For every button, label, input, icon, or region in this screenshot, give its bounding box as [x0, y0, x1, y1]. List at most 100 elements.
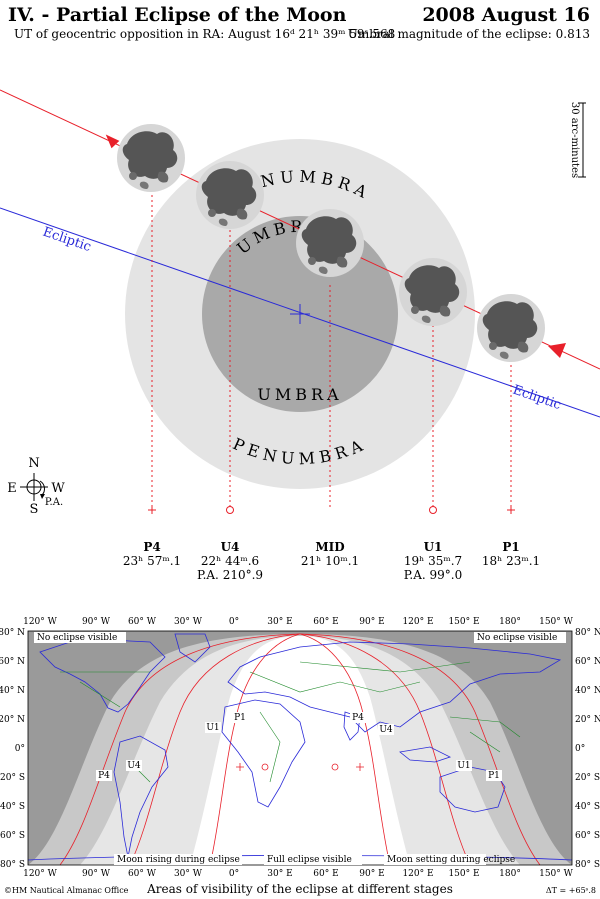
curve-label: P1 [488, 771, 500, 781]
contact-time: 23ʰ 57ᵐ.1 [123, 554, 181, 568]
lon-label: 90° W [82, 869, 111, 879]
contact-time: 22ʰ 44ᵐ.6 [201, 554, 259, 568]
contact-labels: P4 23ʰ 57ᵐ.1 U4 22ʰ 44ᵐ.6 P.A. 210°.9 MI… [123, 540, 540, 582]
lon-label: 90° E [359, 869, 384, 879]
scale-label: 30 arc-minutes [569, 102, 580, 178]
lon-label: 30° E [267, 869, 292, 879]
moon-p4 [117, 124, 185, 192]
no-eclipse-right-label: No eclipse visible [477, 633, 557, 643]
lon-label: 180° [499, 617, 521, 627]
lat-label: 80° N [0, 628, 25, 638]
label-bg [264, 854, 362, 865]
lon-label: 150° E [448, 869, 479, 879]
lat-label: 60° S [0, 831, 25, 841]
map-contact-markers [236, 763, 364, 771]
full-eclipse-label: Full eclipse visible [267, 855, 352, 865]
lon-label: 120° W [23, 617, 58, 627]
ecliptic-label-left: Ecliptic [41, 225, 93, 255]
lat-labels-left: 80° N 60° N 40° N 20° N 0° 20° S 40° S 6… [0, 628, 25, 870]
contact-name: P4 [143, 540, 160, 554]
lon-label: 150° E [448, 617, 479, 627]
moon-setting-label: Moon setting during eclipse [387, 855, 515, 865]
copyright: ©HM Nautical Almanac Office [4, 886, 129, 895]
map-caption: Areas of visibility of the eclipse at di… [146, 882, 453, 896]
lat-label: 80° N [575, 628, 600, 638]
moon-u4 [196, 161, 264, 229]
lon-label: 30° W [174, 869, 203, 879]
label-bg [486, 770, 502, 781]
label-bg [34, 632, 126, 643]
lat-label: 80° S [0, 860, 25, 870]
curve-labels: P4 U4 U1 P1 P4 U4 U1 P1 [96, 712, 502, 781]
lon-label: 90° W [82, 617, 111, 627]
lat-label: 40° N [575, 686, 600, 696]
page-title: IV. - Partial Eclipse of the Moon [8, 4, 347, 26]
lon-labels-bottom: 120° W 90° W 60° W 30° W 0° 30° E 60° E … [23, 869, 574, 879]
contact-pa: P.A. 99°.0 [404, 568, 462, 582]
lon-label: 60° W [128, 869, 157, 879]
lat-label: 0° [575, 744, 585, 754]
label-bg [126, 760, 142, 771]
lon-label: 120° E [402, 869, 433, 879]
compass-east: E [7, 481, 17, 496]
compass-pa: P.A. [45, 497, 63, 508]
lat-label: 80° S [575, 860, 600, 870]
eclipse-diagram: Ecliptic Ecliptic PENUMBRA PENUMBRA UMBR… [0, 89, 600, 582]
lon-label: 60° E [313, 869, 338, 879]
lon-labels-top: 120° W 90° W 60° W 30° W 0° 30° E 60° E … [23, 617, 574, 627]
contact-time: 21ʰ 10ᵐ.1 [301, 554, 359, 568]
curve-label: U1 [206, 723, 219, 733]
label-bg [114, 854, 242, 865]
curve-label: P4 [352, 713, 364, 723]
umbral-magnitude: Umbral magnitude of the eclipse: 0.813 [347, 27, 590, 41]
compass-north: N [28, 456, 39, 471]
country-borders [60, 661, 521, 783]
label-bg [456, 760, 472, 771]
contact-markers [148, 506, 515, 514]
contact-name: U4 [221, 540, 240, 554]
compass-south: S [30, 502, 39, 517]
ecliptic-label-right: Ecliptic [511, 383, 563, 413]
umbra-label-bottom: UMBRA [257, 385, 342, 404]
contact-name: U1 [424, 540, 443, 554]
compass: N S E W P.A. [7, 456, 65, 517]
label-bg [232, 712, 248, 723]
label-bg [96, 770, 112, 781]
moon-path-arrow-right [548, 343, 566, 358]
contact-lines [151, 195, 512, 510]
moon-path-arrow-left [105, 134, 120, 149]
label-bg [384, 854, 486, 865]
label-bg [350, 712, 366, 723]
lon-label: 60° E [313, 617, 338, 627]
region-labels: No eclipse visible No eclipse visible Mo… [34, 632, 566, 865]
lat-label: 40° S [0, 802, 25, 812]
lat-label: 60° N [0, 657, 25, 667]
no-eclipse-left-label: No eclipse visible [37, 633, 117, 643]
lon-label: 120° W [23, 869, 58, 879]
contact-name: MID [315, 540, 344, 554]
lat-label: 60° N [575, 657, 600, 667]
curve-label: U4 [127, 761, 141, 771]
lon-label: 150° W [539, 869, 574, 879]
lat-label: 20° N [575, 715, 600, 725]
lon-label: 30° W [174, 617, 203, 627]
moon-u1 [399, 258, 467, 326]
curve-label: P1 [234, 713, 246, 723]
label-bg [378, 724, 394, 735]
visibility-map: 120° W 90° W 60° W 30° W 0° 30° E 60° E … [0, 617, 600, 896]
delta-t: ΔT = +65ˢ.8 [546, 886, 596, 895]
lat-label: 20° N [0, 715, 25, 725]
label-bg [474, 632, 566, 643]
lon-label: 90° E [359, 617, 384, 627]
moon-mid [296, 209, 364, 277]
moon-rising-label: Moon rising during eclipse [117, 855, 240, 865]
lon-label: 120° E [402, 617, 433, 627]
opposition-time: UT of geocentric opposition in RA: Augus… [14, 27, 396, 41]
curve-label: U4 [379, 725, 393, 735]
map-area [28, 631, 572, 865]
contact-time: 18ʰ 23ᵐ.1 [482, 554, 540, 568]
label-bg [205, 722, 221, 733]
contact-time: 19ʰ 35ᵐ.7 [404, 554, 462, 568]
lon-label: 180° [499, 869, 521, 879]
lat-label: 40° N [0, 686, 25, 696]
